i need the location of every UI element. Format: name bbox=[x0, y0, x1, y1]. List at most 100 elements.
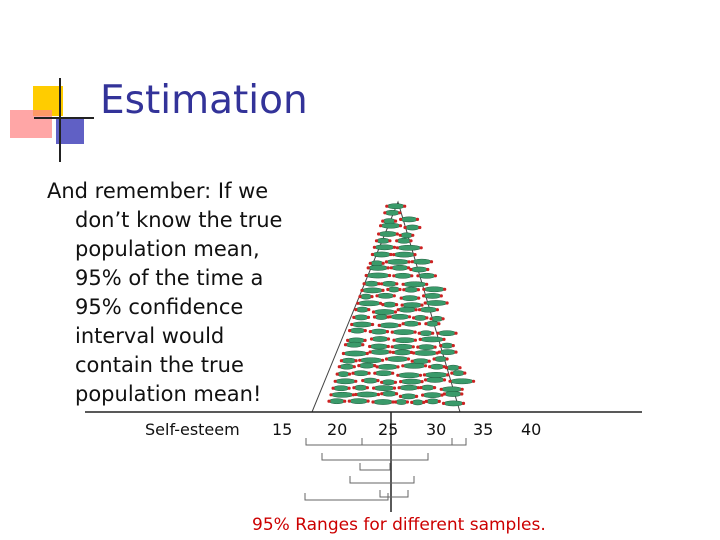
interval-pill bbox=[397, 306, 417, 313]
interval-endpoint bbox=[424, 364, 428, 368]
interval-pill bbox=[358, 362, 376, 369]
interval-endpoint bbox=[396, 373, 400, 377]
interval-endpoint bbox=[388, 315, 392, 319]
interval-endpoint bbox=[396, 308, 400, 312]
interval-endpoint bbox=[381, 303, 385, 307]
interval-endpoint bbox=[432, 357, 436, 361]
interval-pill bbox=[386, 203, 405, 210]
interval-endpoint bbox=[386, 315, 390, 319]
interval-endpoint bbox=[385, 330, 390, 334]
interval-pill bbox=[389, 313, 410, 320]
interval-endpoint bbox=[407, 260, 411, 264]
tick-label: 25 bbox=[378, 420, 399, 439]
interval-pill bbox=[374, 370, 393, 377]
interval-pill bbox=[339, 363, 355, 370]
interval-pill bbox=[343, 350, 368, 357]
interval-pill bbox=[424, 300, 448, 306]
body-line: 95% of the time a bbox=[75, 266, 264, 290]
interval-pill bbox=[424, 372, 448, 378]
interval-pill bbox=[446, 364, 461, 371]
interval-endpoint bbox=[442, 378, 447, 382]
interval-endpoint bbox=[358, 295, 362, 299]
interval-endpoint bbox=[435, 351, 439, 355]
interval-endpoint bbox=[409, 239, 413, 243]
interval-pill bbox=[355, 306, 370, 313]
interval-pill bbox=[402, 320, 420, 327]
interval-endpoint bbox=[348, 329, 352, 333]
interval-endpoint bbox=[454, 350, 458, 354]
interval-pill bbox=[347, 337, 366, 344]
interval-endpoint bbox=[412, 316, 416, 320]
interval-endpoint bbox=[354, 359, 358, 363]
interval-pill bbox=[429, 363, 445, 370]
interval-pill bbox=[351, 321, 373, 328]
interval-endpoint bbox=[327, 399, 331, 403]
interval-pill bbox=[425, 377, 445, 383]
interval-endpoint bbox=[417, 322, 422, 326]
interval-endpoint bbox=[410, 260, 414, 264]
interval-pill bbox=[399, 232, 414, 239]
interval-endpoint bbox=[413, 253, 417, 257]
interval-pill bbox=[372, 399, 394, 405]
interval-endpoint bbox=[368, 344, 372, 349]
interval-pill bbox=[420, 384, 435, 391]
interval-endpoint bbox=[454, 331, 458, 335]
interval-pill bbox=[397, 244, 422, 251]
interval-endpoint bbox=[368, 330, 372, 334]
interval-endpoint bbox=[381, 219, 385, 223]
interval-pill bbox=[437, 330, 457, 337]
interval-endpoint bbox=[343, 399, 347, 403]
interval-endpoint bbox=[361, 379, 365, 383]
interval-endpoint bbox=[433, 274, 437, 278]
interval-endpoint bbox=[333, 379, 337, 383]
interval-endpoint bbox=[363, 338, 367, 342]
caption: 95% Ranges for different samples. bbox=[252, 515, 546, 535]
interval-endpoint bbox=[365, 386, 369, 390]
interval-endpoint bbox=[431, 331, 435, 335]
range-bracket bbox=[379, 490, 409, 498]
interval-endpoint bbox=[443, 287, 447, 291]
interval-pill bbox=[374, 314, 389, 320]
interval-endpoint bbox=[372, 386, 376, 390]
interval-endpoint bbox=[392, 253, 396, 257]
interval-endpoint bbox=[408, 315, 412, 319]
interval-endpoint bbox=[406, 357, 411, 361]
interval-endpoint bbox=[401, 322, 405, 326]
interval-pill bbox=[451, 370, 466, 376]
interval-endpoint bbox=[418, 225, 422, 230]
interval-pill bbox=[359, 293, 373, 300]
interval-pill bbox=[386, 259, 410, 265]
interval-endpoint bbox=[435, 308, 439, 312]
interval-endpoint bbox=[352, 315, 356, 319]
interval-endpoint bbox=[350, 322, 354, 327]
interval-endpoint bbox=[429, 260, 434, 264]
interval-endpoint bbox=[439, 387, 443, 391]
interval-pill bbox=[382, 218, 396, 224]
interval-endpoint bbox=[376, 379, 380, 383]
interval-endpoint bbox=[411, 345, 415, 349]
interval-endpoint bbox=[339, 359, 343, 363]
interval-endpoint bbox=[389, 266, 393, 270]
interval-endpoint bbox=[381, 358, 385, 362]
interval-pill bbox=[357, 300, 381, 307]
interval-endpoint bbox=[422, 373, 426, 377]
pile-outline bbox=[311, 200, 461, 413]
interval-endpoint bbox=[348, 372, 352, 376]
interval-endpoint bbox=[380, 282, 384, 286]
interval-endpoint bbox=[412, 351, 416, 355]
interval-pill bbox=[376, 292, 395, 299]
interval-pill bbox=[396, 237, 412, 244]
interval-endpoint bbox=[417, 331, 421, 335]
interval-endpoint bbox=[398, 287, 402, 292]
interval-endpoint bbox=[386, 344, 390, 349]
interval-pill bbox=[371, 336, 389, 342]
interval-endpoint bbox=[386, 287, 390, 292]
interval-pill bbox=[403, 286, 419, 293]
interval-endpoint bbox=[415, 217, 420, 221]
interval-endpoint bbox=[414, 308, 418, 312]
interval-pill bbox=[417, 344, 436, 350]
interval-pill bbox=[443, 400, 464, 407]
interval-pill bbox=[370, 260, 384, 267]
interval-endpoint bbox=[389, 252, 393, 257]
tick-label: 40 bbox=[521, 420, 542, 439]
